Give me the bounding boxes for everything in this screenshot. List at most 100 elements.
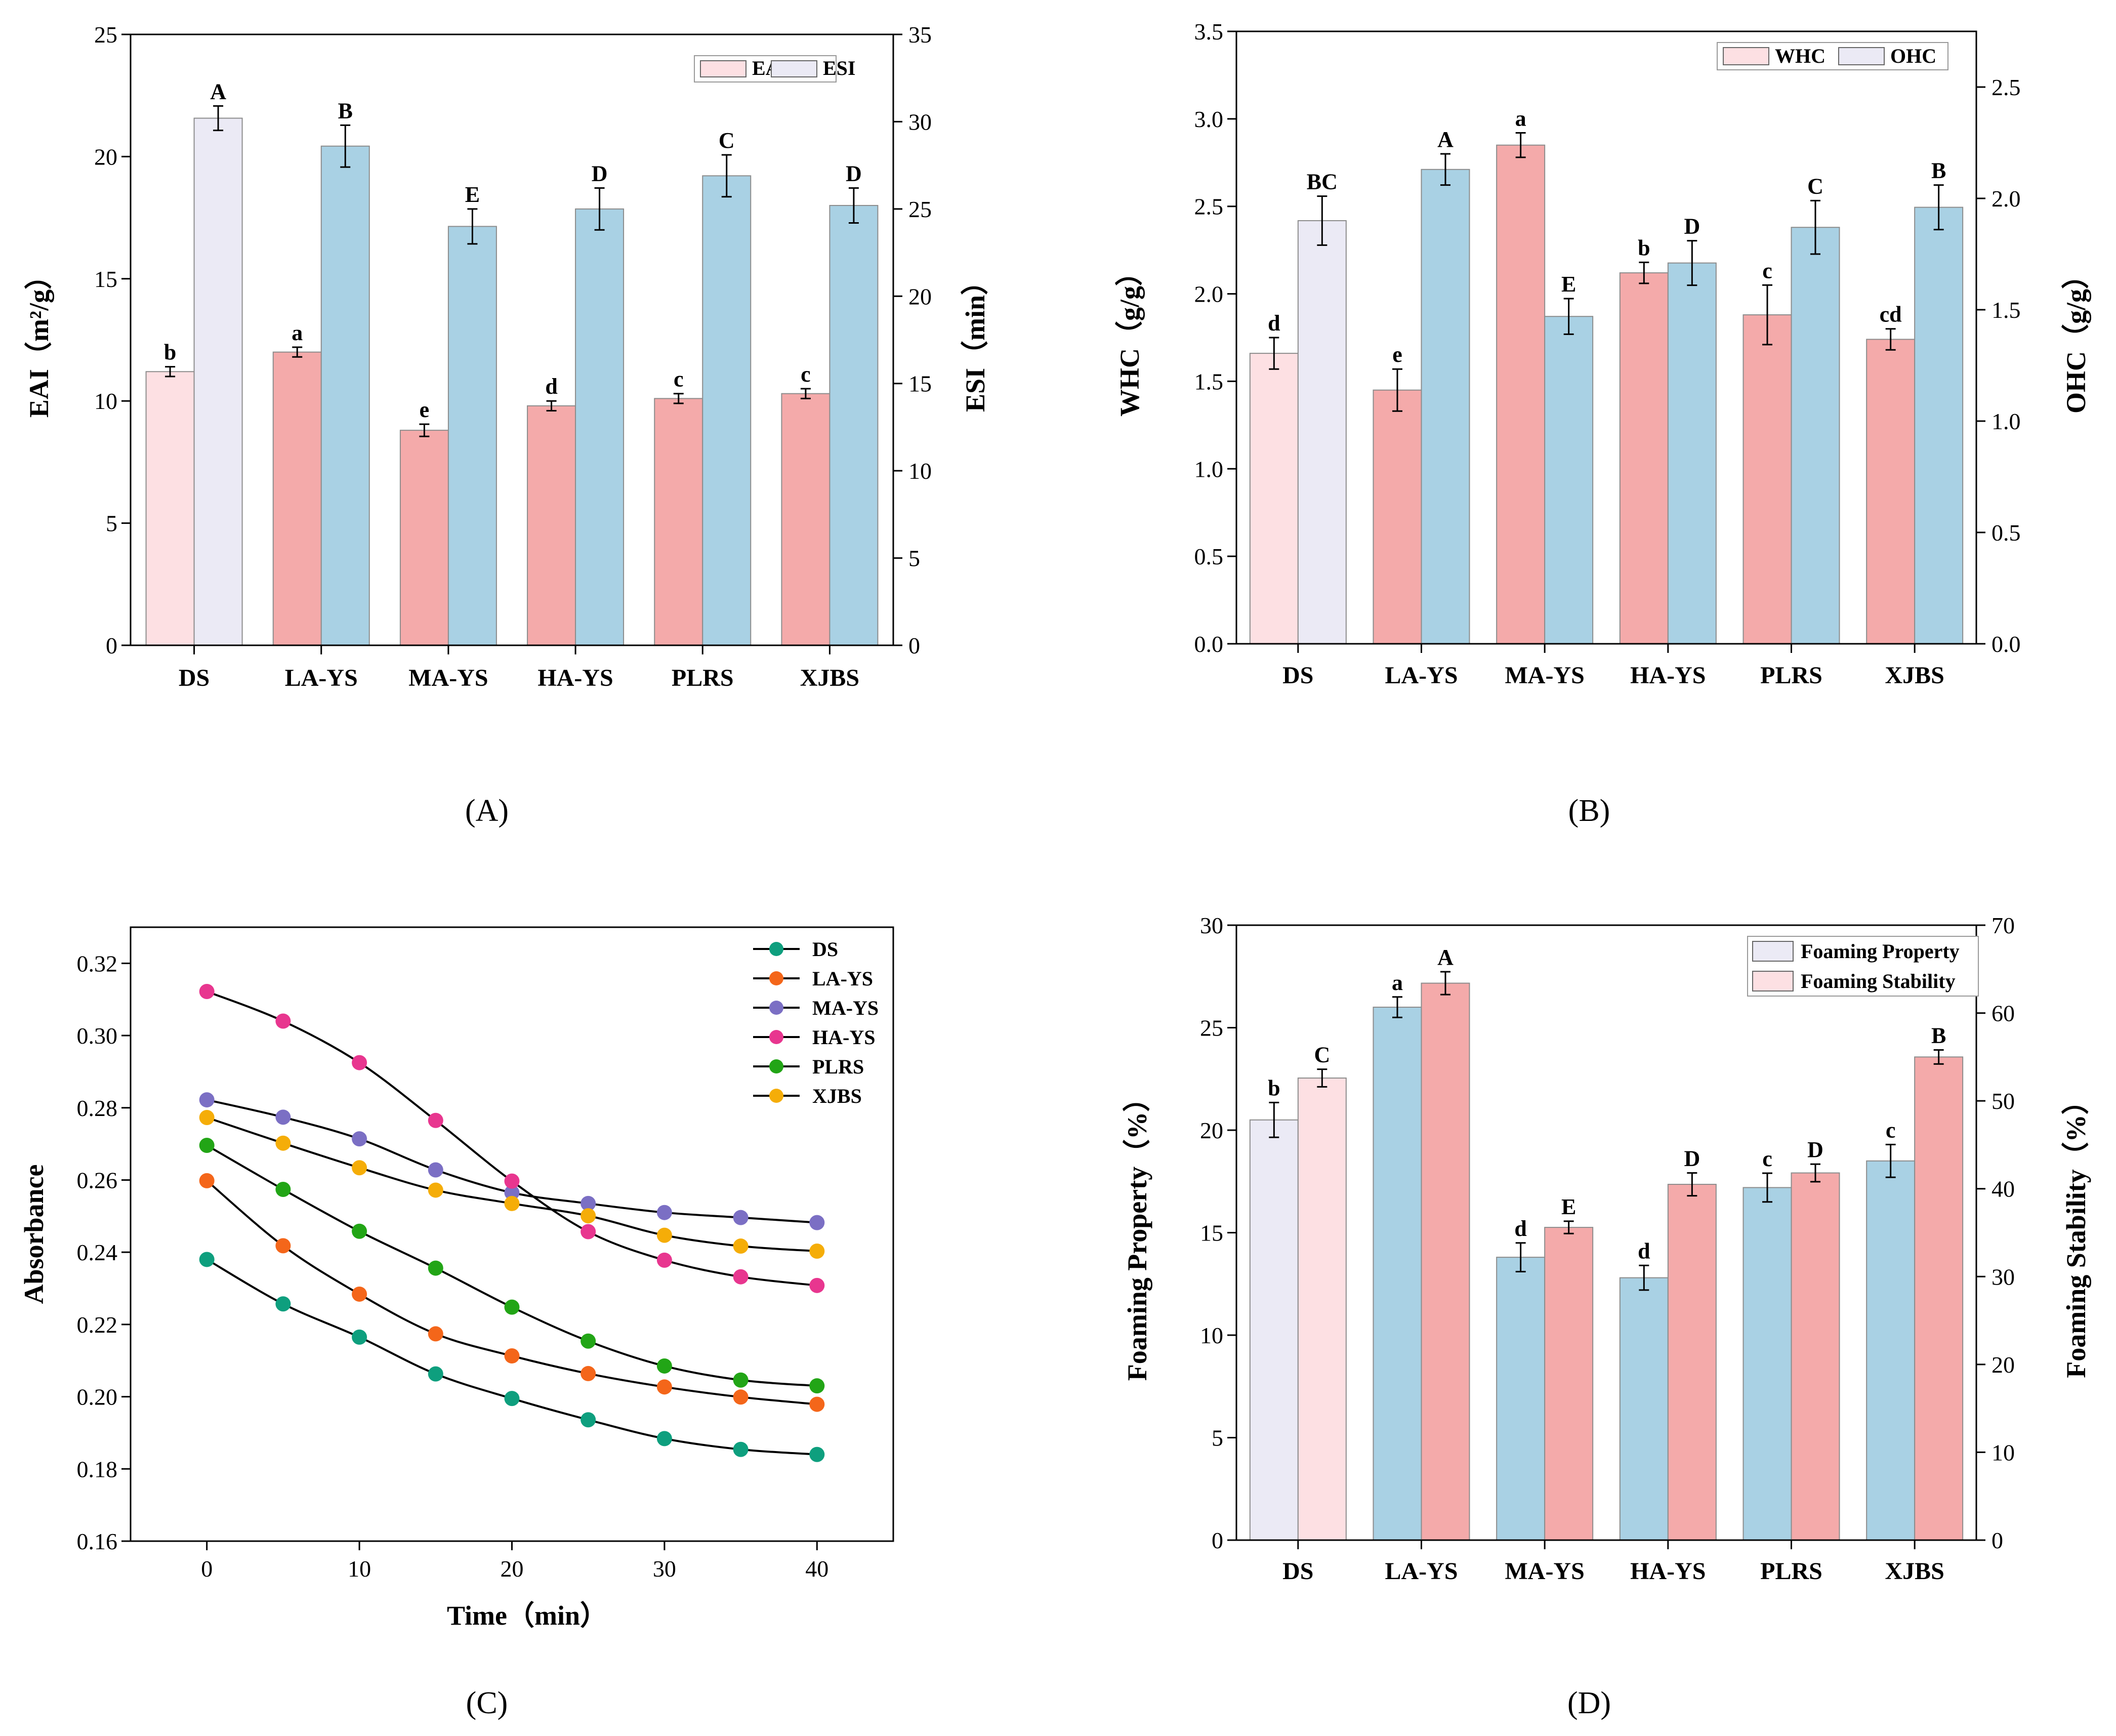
y-right-tick-label: 15 — [908, 371, 932, 397]
y-left-tick-label: 10 — [1200, 1322, 1223, 1348]
bar-ohc — [1791, 227, 1840, 644]
data-point-ds — [428, 1366, 443, 1382]
bar-ohc — [1421, 169, 1470, 644]
data-point-ds — [275, 1296, 291, 1312]
y-left-tick-label: 0.5 — [1194, 544, 1224, 569]
legend-marker — [769, 971, 783, 985]
x-category-label: PLRS — [1760, 662, 1822, 689]
significance-letter: d — [545, 374, 557, 399]
data-point-la-ys — [428, 1326, 443, 1342]
y-tick-label: 0.26 — [77, 1167, 118, 1193]
legend: Foaming Property Foaming Stability — [1747, 936, 1979, 997]
y-left-tick-label: 10 — [94, 388, 117, 414]
legend: WHC OHC — [1717, 42, 1948, 70]
series-line-ha-ys — [206, 990, 817, 1287]
data-point-xjbs — [352, 1160, 367, 1176]
bar-eai — [654, 398, 703, 646]
x-tick-label: 20 — [501, 1556, 524, 1582]
legend-swatch — [1723, 47, 1769, 65]
x-category-label: LA-YS — [1385, 1558, 1458, 1585]
significance-letter: B — [1931, 1023, 1946, 1048]
data-point-ha-ys — [580, 1224, 596, 1239]
data-point-ds — [580, 1412, 596, 1428]
bar-whc — [1619, 272, 1669, 644]
y-left-axis-title: Foaming Property（%） — [1122, 1085, 1152, 1381]
x-category-label: HA-YS — [537, 665, 613, 691]
legend-label: LA-YS — [812, 967, 873, 990]
y-left-tick-label: 2.0 — [1194, 281, 1224, 307]
legend-label: XJBS — [812, 1085, 862, 1107]
y-left-tick-label: 15 — [1200, 1220, 1223, 1246]
x-category-label: XJBS — [1885, 1558, 1944, 1585]
bar-ohc — [1914, 206, 1964, 645]
significance-letter: A — [1437, 945, 1454, 970]
bar-whc — [1249, 353, 1299, 644]
significance-letter: e — [420, 397, 430, 422]
y-right-tick-label: 25 — [908, 196, 932, 222]
data-point-xjbs — [656, 1227, 672, 1243]
y-left-tick-label: 15 — [94, 266, 117, 292]
data-point-ds — [733, 1441, 749, 1457]
y-tick-label: 0.16 — [77, 1528, 118, 1554]
legend-label: Foaming Stability — [1801, 970, 1956, 993]
y-right-tick-label: 1.0 — [1991, 408, 2021, 434]
panel-label: (B) — [1568, 794, 1610, 828]
data-point-ha-ys — [656, 1252, 672, 1268]
bar-foaming-property — [1373, 1007, 1422, 1541]
y-tick-label: 0.20 — [77, 1384, 118, 1410]
bar-esi — [702, 175, 752, 646]
data-point-ha-ys — [275, 1013, 291, 1029]
x-tick-label: 30 — [653, 1556, 676, 1582]
x-tick-label: 10 — [348, 1556, 371, 1582]
x-category-label: MA-YS — [408, 665, 488, 691]
significance-letter: C — [719, 128, 735, 153]
bar-esi — [193, 117, 243, 646]
significance-letter: e — [1392, 342, 1402, 367]
data-point-plrs — [428, 1260, 443, 1276]
legend-swatch — [1752, 971, 1794, 991]
y-right-tick-label: 70 — [1991, 913, 2015, 938]
y-left-tick-label: 3.0 — [1194, 106, 1224, 132]
legend-marker — [769, 942, 783, 956]
legend-label: PLRS — [812, 1055, 864, 1078]
y-right-tick-label: 1.5 — [1991, 297, 2021, 323]
significance-letter: D — [846, 161, 862, 186]
y-left-tick-label: 0 — [1212, 1527, 1223, 1553]
data-point-ha-ys — [428, 1112, 443, 1128]
y-left-tick-label: 5 — [106, 511, 117, 536]
significance-letter: cd — [1880, 302, 1902, 327]
y-right-axis-title: OHC（g/g） — [2061, 262, 2091, 414]
y-right-tick-label: 10 — [908, 458, 932, 484]
legend-label: Foaming Property — [1801, 940, 1960, 963]
plot-frame — [1235, 924, 1977, 1541]
bar-ohc — [1544, 316, 1594, 644]
data-point-xjbs — [199, 1110, 215, 1126]
significance-letter: D — [1807, 1137, 1823, 1162]
data-point-ds — [199, 1252, 215, 1267]
significance-letter: d — [1514, 1216, 1526, 1241]
bar-foaming-stability — [1421, 982, 1470, 1541]
y-right-tick-label: 30 — [908, 109, 932, 135]
y-right-tick-label: 30 — [1991, 1264, 2015, 1290]
data-point-xjbs — [580, 1208, 596, 1224]
y-left-tick-label: 3.5 — [1194, 19, 1224, 45]
y-right-tick-label: 2.5 — [1991, 74, 2021, 100]
significance-letter: A — [210, 79, 226, 104]
data-point-plrs — [275, 1182, 291, 1197]
significance-letter: b — [1268, 1076, 1280, 1100]
significance-letter: E — [1561, 272, 1576, 297]
bar-foaming-stability — [1297, 1078, 1347, 1541]
legend-label: OHC — [1890, 45, 1936, 67]
y-left-tick-label: 0.0 — [1194, 631, 1224, 657]
y-right-tick-label: 10 — [1991, 1439, 2015, 1465]
significance-letter: c — [801, 362, 811, 387]
bar-foaming-property — [1496, 1257, 1546, 1541]
bar-foaming-property — [1619, 1277, 1669, 1541]
panel-b: d BC DS e A LA-YS a E MA-YS b D HA-YS c C PLRS cd B XJBS 0… — [1114, 19, 2091, 828]
legend-label: HA-YS — [812, 1026, 875, 1049]
y-right-tick-label: 0.0 — [1991, 631, 2021, 657]
legend-marker — [769, 1059, 783, 1073]
bar-esi — [320, 145, 370, 646]
significance-letter: B — [338, 98, 353, 123]
y-tick-label: 0.30 — [77, 1023, 118, 1049]
